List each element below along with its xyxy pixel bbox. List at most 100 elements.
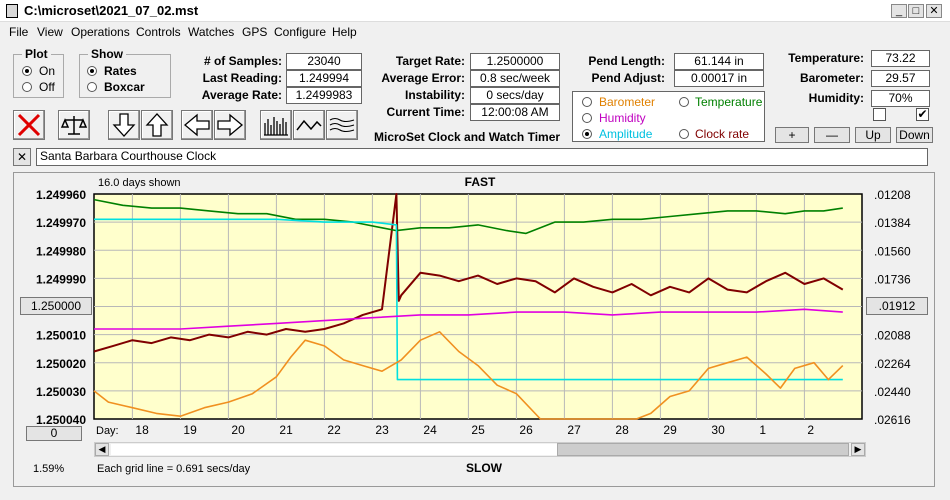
menu-file[interactable]: File [9, 25, 29, 39]
barometer-radio[interactable] [582, 97, 592, 107]
scroll-track-left[interactable] [111, 444, 557, 455]
y-tick-left: 1.250020 [36, 357, 86, 371]
temperature-label: Temperature: [788, 51, 864, 65]
x-tick: 18 [135, 423, 149, 437]
arrow-right-button[interactable] [214, 110, 246, 140]
average-error-label: Average Error: [381, 71, 465, 85]
clockrate-radio[interactable] [679, 129, 689, 139]
balance-scale-icon [60, 116, 88, 135]
menu-gps[interactable]: GPS [242, 25, 268, 39]
bar-view-button[interactable] [260, 110, 292, 140]
fast-label: FAST [465, 175, 496, 189]
horizontal-scrollbar[interactable]: ◀ ▶ [94, 442, 866, 457]
plot-group-title: Plot [22, 47, 51, 61]
x-tick: 23 [375, 423, 389, 437]
clock-name-field[interactable]: Santa Barbara Courthouse Clock [36, 148, 928, 166]
humidity-label: Humidity: [808, 91, 864, 105]
clock-name-close-button[interactable]: ✕ [13, 148, 31, 166]
arrow-up-button[interactable] [141, 110, 173, 140]
zero-button[interactable]: 0 [26, 426, 82, 441]
menu-operations[interactable]: Operations [71, 25, 130, 39]
x-tick: 1 [759, 423, 766, 437]
line-view-button[interactable] [293, 110, 325, 140]
maximize-icon[interactable]: □ [908, 4, 924, 18]
y-tick-left: 1.250030 [36, 385, 86, 399]
menu-watches[interactable]: Watches [188, 25, 235, 39]
x-tick: 30 [711, 423, 725, 437]
plot-off-radio[interactable] [22, 82, 32, 92]
arrow-down-button[interactable] [108, 110, 140, 140]
menu-bar: File View Operations Controls Watches GP… [0, 22, 950, 42]
x-tick: 29 [663, 423, 677, 437]
plot-on-radio[interactable] [22, 66, 32, 76]
close-icon[interactable]: ✕ [926, 4, 942, 18]
menu-configure[interactable]: Configure [274, 25, 327, 39]
y-tick-right: .01384 [874, 216, 911, 230]
balance-button[interactable] [58, 110, 90, 140]
right-reference-button[interactable]: .01912 [866, 297, 928, 315]
series-line-1 [93, 198, 843, 235]
arrow-down-icon [112, 113, 136, 137]
barometer-field: 29.57 [871, 70, 930, 87]
minimize-icon[interactable]: _ [891, 4, 907, 18]
menu-view[interactable]: View [37, 25, 63, 39]
x-tick: 25 [471, 423, 485, 437]
y-ticks-left: 1.249960 1.249970 1.249980 1.249990 1.250010… [36, 188, 86, 427]
temperature-radio[interactable] [679, 97, 689, 107]
show-rates-radio[interactable] [87, 66, 97, 76]
left-reference-button[interactable]: 1.250000 [20, 297, 92, 315]
scroll-left-icon[interactable]: ◀ [95, 443, 109, 456]
temperature-field: 73.22 [871, 50, 930, 67]
amplitude-option: Amplitude [599, 127, 653, 141]
clockrate-option: Clock rate [695, 127, 750, 141]
show-boxcar-label: Boxcar [104, 80, 145, 94]
pend-length-field: 61.144 in [674, 53, 764, 70]
arrow-left-button[interactable] [181, 110, 213, 140]
y-tick-left: 1.250010 [36, 329, 86, 343]
show-boxcar-radio[interactable] [87, 82, 97, 92]
x-tick: 2 [807, 423, 814, 437]
down-button[interactable]: Down [896, 127, 933, 143]
humidity-radio[interactable] [582, 113, 592, 123]
target-rate-field[interactable]: 1.2500000 [470, 53, 560, 70]
average-rate-label: Average Rate: [201, 88, 282, 102]
series-line-4 [93, 330, 844, 420]
y-tick-right: .02264 [874, 357, 911, 371]
series-lines [93, 193, 844, 420]
arrow-left-icon [183, 113, 210, 137]
day-label: Day: [96, 425, 119, 437]
amplitude-radio[interactable] [582, 129, 592, 139]
y-tick-right: .02440 [874, 385, 911, 399]
plus-button[interactable]: + [775, 127, 809, 143]
arrow-up-icon [145, 113, 169, 137]
last-reading-label: Last Reading: [202, 71, 282, 85]
y-tick-left: 1.249980 [36, 244, 86, 258]
y-tick-left: 1.249990 [36, 272, 86, 286]
target-rate-label: Target Rate: [395, 54, 465, 68]
menu-help[interactable]: Help [332, 25, 357, 39]
env-checkbox-2[interactable]: ✔ [916, 107, 929, 121]
wave-lines-icon [329, 117, 355, 133]
env-checkbox-1[interactable] [873, 108, 886, 121]
x-tick: 19 [183, 423, 197, 437]
scroll-right-icon[interactable]: ▶ [851, 443, 865, 456]
series-line-2 [94, 218, 843, 381]
show-group: Show Rates Boxcar [79, 47, 171, 98]
smooth-view-button[interactable] [326, 110, 358, 140]
x-tick: 22 [327, 423, 341, 437]
clear-button[interactable] [13, 110, 45, 140]
menu-controls[interactable]: Controls [136, 25, 181, 39]
current-time-field: 12:00:08 AM [470, 104, 560, 121]
minus-button[interactable]: — [814, 127, 850, 143]
show-rates-label: Rates [104, 64, 137, 78]
barometer-option: Barometer [599, 95, 656, 109]
temperature-option: Temperature [695, 95, 763, 109]
y-tick-left: 1.250040 [36, 413, 86, 427]
days-shown: 16.0 days shown [98, 177, 181, 189]
average-error-field: 0.8 sec/week [470, 70, 560, 87]
y-tick-left: 1.249970 [36, 216, 86, 230]
scroll-thumb[interactable] [557, 443, 849, 456]
up-button[interactable]: Up [855, 127, 891, 143]
x-tick: 21 [279, 423, 293, 437]
